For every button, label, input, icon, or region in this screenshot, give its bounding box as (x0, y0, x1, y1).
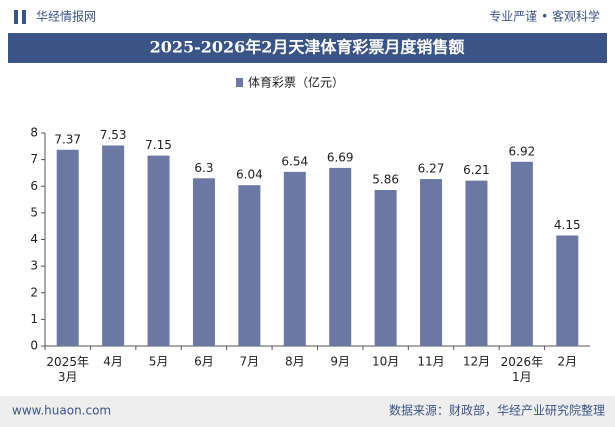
x-tick-label: 9月 (330, 355, 350, 369)
value-label: 6.92 (509, 144, 536, 158)
value-label: 6.3 (194, 161, 213, 175)
x-tick-label: 8月 (285, 355, 305, 369)
value-label: 6.21 (463, 163, 490, 177)
value-label: 6.69 (327, 150, 354, 164)
x-tick-label: 5月 (149, 355, 169, 369)
x-tick-label: 2月 (557, 355, 577, 369)
bar (420, 179, 443, 346)
y-tick-label: 6 (30, 179, 38, 193)
bar (283, 171, 306, 346)
x-tick-label: 10月 (372, 355, 399, 369)
bar (147, 155, 170, 346)
value-label: 7.53 (100, 128, 127, 142)
x-tick-label: 6月 (194, 355, 214, 369)
x-tick-label: 7月 (240, 355, 260, 369)
bar (465, 180, 488, 346)
value-label: 6.04 (236, 168, 263, 182)
legend-swatch (236, 78, 243, 87)
source: 数据来源：财政部，华经产业研究院整理 (389, 403, 605, 418)
x-tick-label: 11月 (417, 355, 444, 369)
logo-mark (14, 10, 18, 24)
slogan: 专业严谨 • 客观科学 (489, 9, 600, 24)
bar (374, 189, 397, 346)
value-label: 4.15 (554, 218, 581, 232)
chart-title: 2025-2026年2月天津体育彩票月度销售额 (150, 38, 465, 57)
y-tick-label: 1 (30, 312, 38, 326)
website: www.huaon.com (12, 404, 111, 418)
logo-mark (22, 10, 26, 24)
value-label: 6.54 (281, 154, 308, 168)
y-tick-label: 3 (30, 259, 38, 273)
x-tick-label: 4月 (103, 355, 123, 369)
x-tick-label: 2026年 1月 (501, 355, 544, 384)
title-bar (8, 33, 607, 63)
y-tick-label: 5 (30, 205, 38, 219)
x-tick-label: 12月 (463, 355, 490, 369)
bar (192, 178, 215, 346)
bar (329, 167, 352, 346)
y-tick-label: 8 (30, 126, 38, 140)
bar (56, 149, 79, 346)
y-tick-label: 4 (30, 232, 38, 246)
legend-label: 体育彩票（亿元） (248, 75, 344, 90)
value-label: 6.27 (418, 162, 445, 176)
bar (510, 161, 533, 346)
brand: 华经情报网 (36, 9, 96, 24)
y-tick-label: 7 (30, 152, 38, 166)
y-tick-label: 0 (30, 339, 38, 353)
value-label: 7.15 (145, 138, 172, 152)
y-tick-label: 2 (30, 285, 38, 299)
bar (102, 145, 125, 346)
value-label: 5.86 (372, 172, 399, 186)
footer-band (0, 396, 615, 427)
x-tick-label: 2025年 3月 (46, 355, 89, 384)
bar (238, 185, 261, 346)
value-label: 7.37 (54, 132, 81, 146)
bar (556, 235, 579, 346)
